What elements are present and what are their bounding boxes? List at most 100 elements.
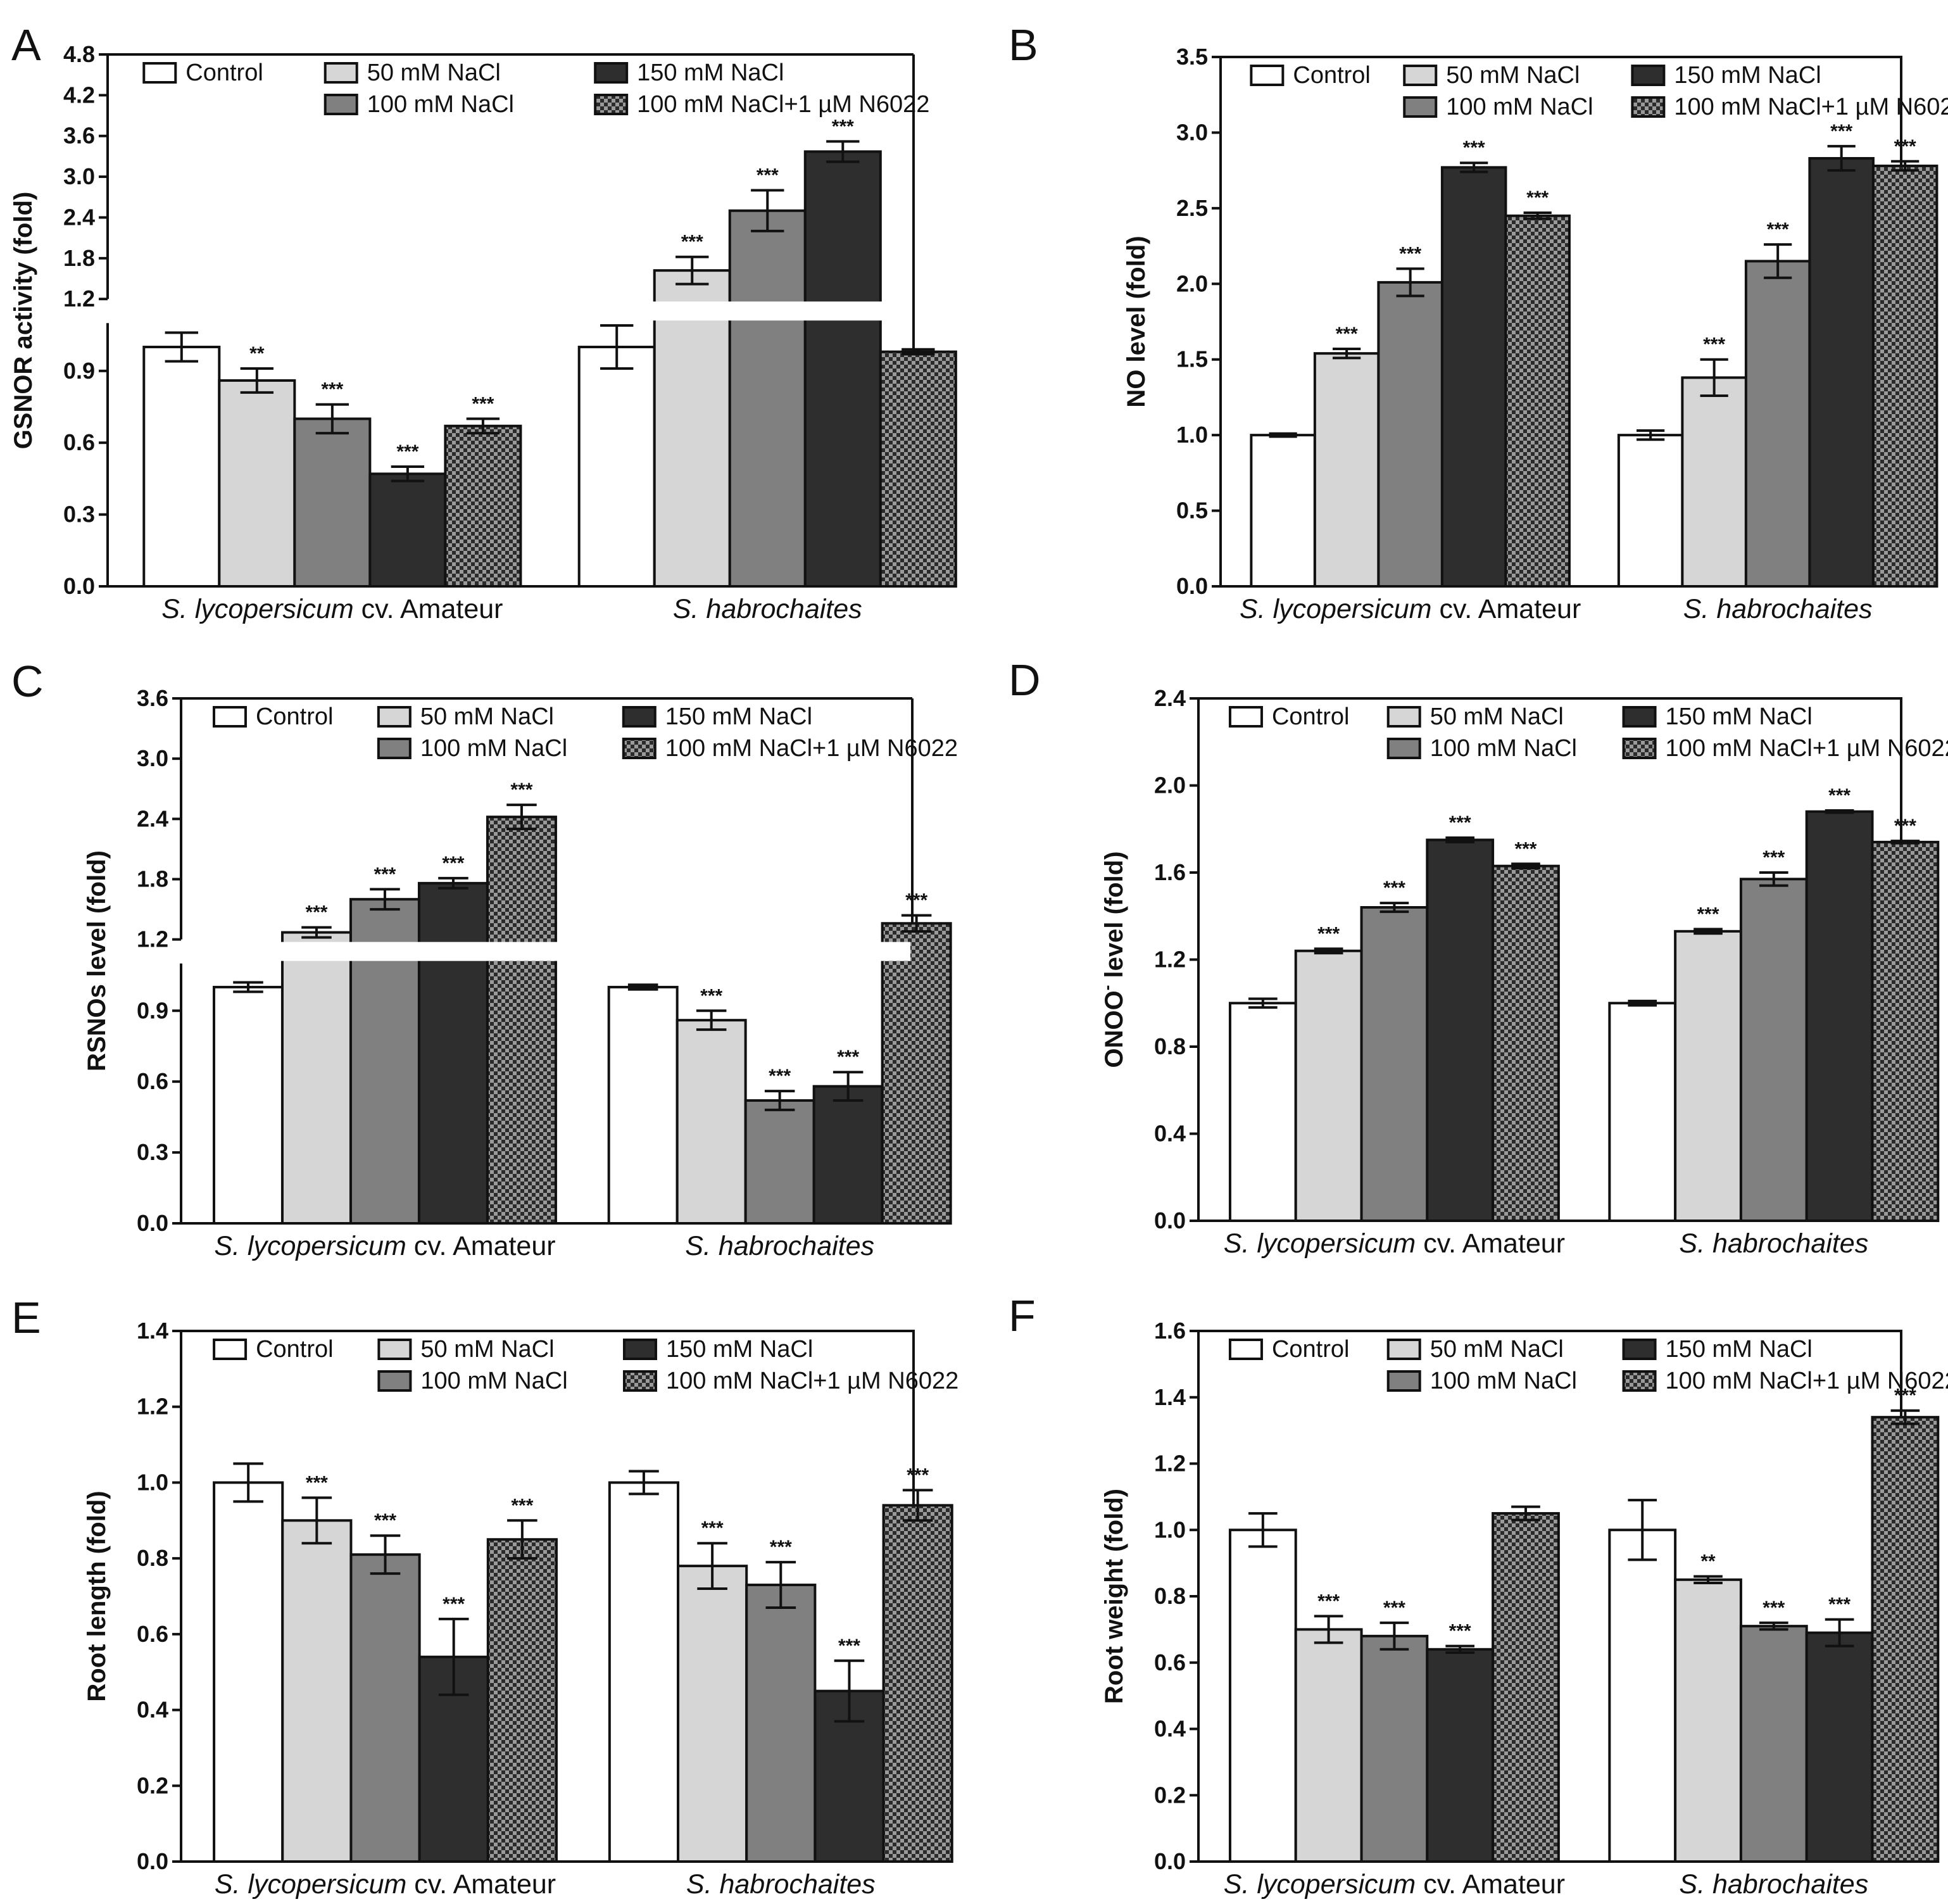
bar-n6022-group-2 xyxy=(881,922,952,1225)
y-tick-label: 0.2 xyxy=(1154,1782,1186,1808)
bar-nacl-150-group-1 xyxy=(368,472,447,588)
bar-control-group-1 xyxy=(213,1481,284,1863)
significance-label: *** xyxy=(700,985,722,1006)
category-label: S. habrochaites xyxy=(1679,1869,1868,1900)
axis-break-gap xyxy=(183,942,910,961)
y-tick-label: 2.4 xyxy=(1154,685,1186,711)
error-bar xyxy=(1511,1505,1540,1522)
bar-nacl-100-group-2 xyxy=(1739,878,1808,1222)
bar-nacl-50-group-2 xyxy=(1674,1578,1742,1863)
error-bar xyxy=(1333,347,1361,360)
panel-a: A 0.0 0.3 0.6 0.9 1.2 1.8 2.4 3.0 3.6 4.2 4.8 GSNOR … xyxy=(9,20,957,624)
significance-label: *** xyxy=(1336,324,1358,344)
legend-swatch xyxy=(1622,706,1657,728)
bar-nacl-100-group-2 xyxy=(1744,260,1811,588)
category-label: S. lycopersicum cv. Amateur xyxy=(1240,594,1581,624)
y-tick-label: 4.2 xyxy=(63,82,95,108)
legend: Control 50 mM NaCl 150 mM NaCl 100 mM NaCl 1… xyxy=(1250,62,1948,120)
error-bar xyxy=(1694,1575,1723,1585)
y-tick-label: 0.6 xyxy=(1154,1649,1186,1675)
category-label: S. lycopersicum cv. Amateur xyxy=(161,594,503,624)
legend-swatch xyxy=(622,738,657,759)
significance-label: *** xyxy=(305,902,327,923)
bar-nacl-100-group-1 xyxy=(293,417,372,588)
panel-f: F 0.0 0.2 0.4 0.6 0.8 1.0 1.2 1.4 1.6 Root weight … xyxy=(1009,1291,1948,1900)
error-bar xyxy=(751,189,784,232)
y-tick-label: 0.0 xyxy=(137,1210,168,1236)
legend: Control 50 mM NaCl 150 mM NaCl 100 mM NaCl 1… xyxy=(1228,703,1948,762)
y-tick-label: 2.0 xyxy=(1154,772,1186,798)
y-tick-label: 0.3 xyxy=(137,1139,168,1165)
significance-label: *** xyxy=(1526,187,1549,208)
panel-e: E 0.0 0.2 0.4 0.6 0.8 1.0 1.2 1.4 Root length (fo… xyxy=(11,1293,958,1900)
significance-label: *** xyxy=(442,853,464,874)
significance-label: *** xyxy=(681,232,703,253)
bar-nacl-150-group-1 xyxy=(1426,1648,1495,1863)
bar-n6022-group-1 xyxy=(444,424,522,588)
significance-label: *** xyxy=(1894,816,1916,836)
bar-control-group-2 xyxy=(607,985,679,1225)
error-bar xyxy=(466,417,500,435)
significance-label: *** xyxy=(1763,1598,1785,1618)
legend-label: 100 mM NaCl+1 µM N6022 xyxy=(637,91,929,118)
y-tick-label: 0.9 xyxy=(63,358,95,384)
y-axis-label: GSNOR activity (fold) xyxy=(9,192,37,450)
bar-control-group-2 xyxy=(577,346,656,588)
bars: ******************** xyxy=(1228,1385,1940,1863)
legend-label: 150 mM NaCl xyxy=(1674,62,1821,89)
legend-label: Control xyxy=(256,703,333,730)
bar-n6022-group-2 xyxy=(1871,164,1939,588)
error-bar xyxy=(1396,267,1424,298)
legend-swatch xyxy=(622,1370,657,1392)
significance-label: *** xyxy=(1894,1385,1916,1406)
y-tick-label: 1.5 xyxy=(1176,346,1208,372)
legend-swatch xyxy=(1386,706,1421,728)
error-bar xyxy=(1759,871,1788,887)
legend-label: 50 mM NaCl xyxy=(420,703,554,730)
legend-swatch xyxy=(1622,1370,1657,1392)
significance-label: *** xyxy=(1449,812,1471,833)
legend-swatch xyxy=(1631,96,1666,118)
y-tick-label: 2.5 xyxy=(1176,195,1208,221)
legend-label: 100 mM NaCl xyxy=(1430,1368,1577,1394)
error-bar xyxy=(1314,1615,1343,1644)
y-tick-label: 1.0 xyxy=(137,1469,168,1495)
significance-label: *** xyxy=(1514,838,1536,859)
significance-label: *** xyxy=(1399,243,1421,264)
y-tick-label: 3.0 xyxy=(137,745,168,771)
category-label: S. lycopersicum cv. Amateur xyxy=(215,1869,556,1900)
legend-swatch xyxy=(622,1339,657,1360)
error-bar xyxy=(1764,243,1792,279)
legend-swatch xyxy=(377,706,412,728)
legend-label: 50 mM NaCl xyxy=(420,1336,554,1363)
y-tick-label: 3.5 xyxy=(1176,44,1208,70)
y-tick-label: 0.3 xyxy=(63,501,95,527)
panel-letter: C xyxy=(11,657,44,706)
bars: *** *** *** *** *** *** *** *** xyxy=(1250,121,1939,588)
legend: Control 50 mM NaCl 150 mM NaCl 100 mM NaCl 1… xyxy=(213,1336,958,1394)
legend-label: 150 mM NaCl xyxy=(665,703,812,730)
y-tick-label: 1.8 xyxy=(63,245,95,271)
bar-n6022-group-1 xyxy=(486,816,557,1225)
bar-control-group-1 xyxy=(1228,1529,1297,1863)
error-bar xyxy=(826,140,860,163)
bar-control-group-1 xyxy=(212,985,284,1225)
legend-label: Control xyxy=(1293,62,1371,89)
error-bar xyxy=(1379,902,1409,913)
error-bar xyxy=(438,1617,469,1696)
error-bar xyxy=(1700,358,1728,398)
y-tick-label: 1.2 xyxy=(63,286,95,312)
y-tick-label: 1.2 xyxy=(137,1394,168,1420)
category-label: S. habrochaites xyxy=(1683,594,1873,624)
legend-swatch xyxy=(377,1339,412,1360)
bar-nacl-150-group-2 xyxy=(803,150,882,588)
error-bar xyxy=(240,367,274,394)
legend-swatch xyxy=(1386,1339,1421,1360)
error-bar xyxy=(301,926,332,939)
y-tick-label: 0.6 xyxy=(63,429,95,455)
significance-label: *** xyxy=(1449,1621,1471,1642)
panel-letter: A xyxy=(11,20,41,70)
bar-nacl-100-group-1 xyxy=(1360,1634,1429,1863)
legend-label: 100 mM NaCl xyxy=(420,1368,567,1394)
y-tick-label: 1.2 xyxy=(1154,1451,1186,1477)
